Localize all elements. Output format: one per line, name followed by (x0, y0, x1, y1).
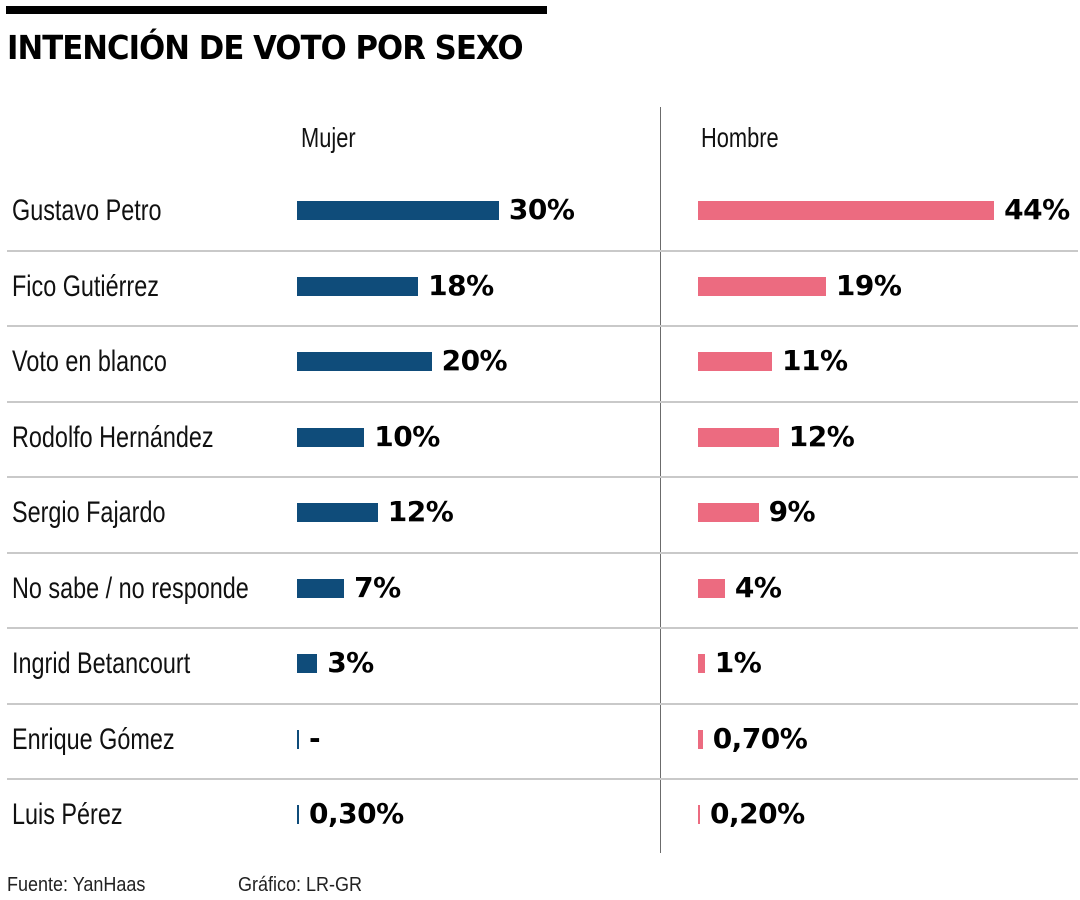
bar-mujer (297, 503, 378, 522)
bar-mujer (297, 427, 365, 447)
category-label: Voto en blanco (12, 345, 167, 378)
value-label-mujer: 20% (441, 344, 508, 377)
bar-hombre (698, 276, 826, 296)
category-label: Gustavo Petro (12, 194, 162, 227)
column-divider (660, 107, 661, 853)
bar-hombre (698, 654, 705, 673)
row-separator (7, 627, 1078, 629)
value-label-mujer: 12% (387, 495, 454, 528)
bar-mujer (297, 578, 345, 598)
bar-hombre (698, 352, 773, 371)
source-note: Fuente: YanHaas (7, 874, 146, 896)
category-label: Rodolfo Hernández (12, 420, 214, 454)
value-label-mujer: 0,30% (309, 797, 404, 830)
value-label-mujer: 18% (428, 268, 494, 302)
value-label-hombre: 19% (835, 268, 902, 302)
bar-mujer (297, 654, 318, 673)
value-label-mujer: 30% (508, 193, 575, 226)
category-label: Ingrid Betancourt (12, 647, 191, 680)
value-label-hombre: 0,20% (710, 797, 805, 830)
top-rule (6, 6, 547, 14)
value-label-hombre: 44% (1004, 193, 1070, 226)
category-label: Luis Pérez (12, 798, 123, 831)
bar-mujer (297, 805, 300, 824)
chart-title: INTENCIÓN DE VOTO POR SEXO (7, 28, 524, 67)
credit-note: Gráfico: LR-GR (238, 874, 363, 896)
bar-hombre (698, 503, 759, 522)
bar-mujer (297, 729, 299, 749)
bar-hombre (698, 578, 725, 598)
value-label-mujer: 7% (354, 570, 401, 604)
row-separator (7, 476, 1078, 478)
row-separator (7, 551, 1078, 554)
bar-mujer (297, 201, 499, 220)
value-label-hombre: 0,70% (712, 721, 808, 755)
category-label: Sergio Fajardo (12, 496, 166, 529)
value-label-mujer: - (309, 721, 321, 755)
bar-hombre (698, 201, 995, 220)
row-separator (7, 249, 1078, 252)
row-separator (7, 778, 1078, 780)
value-label-hombre: 12% (788, 419, 855, 453)
value-label-mujer: 10% (374, 419, 440, 453)
value-label-mujer: 3% (327, 646, 374, 679)
value-label-hombre: 4% (734, 570, 782, 604)
column-header-hombre: Hombre (701, 122, 779, 153)
category-label: Fico Gutiérrez (12, 269, 159, 303)
bar-mujer (297, 352, 432, 371)
value-label-hombre: 9% (768, 495, 816, 528)
bar-hombre (698, 427, 779, 447)
category-label: Enrique Gómez (12, 722, 175, 756)
bar-hombre (698, 805, 700, 824)
row-separator (7, 702, 1078, 705)
category-label: No sabe / no responde (12, 571, 249, 605)
value-label-hombre: 11% (782, 344, 848, 377)
bar-mujer (297, 276, 419, 296)
row-separator (7, 400, 1078, 403)
bar-hombre (698, 729, 703, 749)
row-separator (7, 325, 1078, 327)
column-header-mujer: Mujer (301, 122, 356, 153)
value-label-hombre: 1% (714, 646, 762, 679)
